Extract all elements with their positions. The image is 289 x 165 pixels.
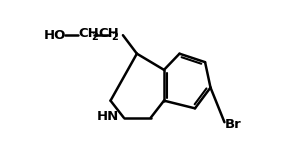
Text: CH: CH — [78, 27, 99, 40]
Text: HN: HN — [97, 110, 119, 123]
Text: CH: CH — [98, 27, 119, 40]
Text: 2: 2 — [91, 32, 98, 42]
Text: 2: 2 — [111, 32, 118, 42]
Text: HO: HO — [44, 29, 66, 42]
Text: Br: Br — [225, 118, 241, 131]
